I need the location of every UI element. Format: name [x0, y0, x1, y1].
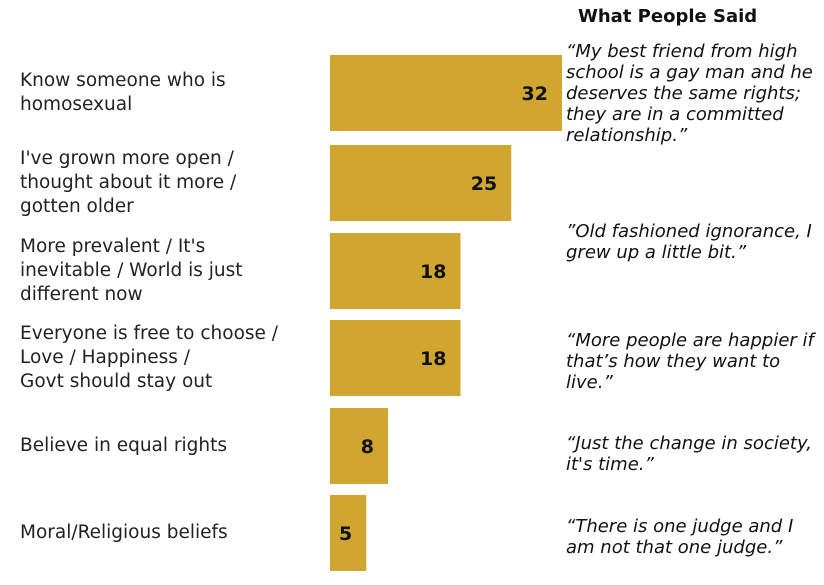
bar-value-label-4: 18	[420, 348, 446, 370]
category-label-line: Know someone who is	[20, 70, 226, 91]
category-label-line: homosexual	[20, 94, 133, 115]
bar-2	[330, 145, 512, 221]
category-label-line: Believe in equal rights	[20, 435, 228, 456]
bar-value-label-6: 5	[339, 523, 352, 545]
bar-value-label-1: 32	[522, 83, 548, 105]
category-label-line: I've grown more open /	[20, 148, 234, 169]
quote-1: “My best friend from high school is a ga…	[566, 41, 813, 146]
category-label-2: I've grown more open / thought about it m…	[20, 147, 330, 219]
category-label-4: Everyone is free to choose / Love / Happi…	[20, 322, 330, 394]
category-label-3: More prevalent / It's inevitable / World …	[20, 235, 330, 307]
quote-3: “More people are happier if that’s how t…	[566, 330, 814, 393]
bar-3	[330, 233, 461, 309]
category-label-line: different now	[20, 284, 143, 305]
category-label-line: More prevalent / It's	[20, 236, 206, 257]
category-label-5: Believe in equal rights	[20, 434, 330, 458]
category-label-line: inevitable / World is just	[20, 260, 243, 281]
bar-value-label-2: 25	[471, 173, 497, 195]
bar-4	[330, 320, 461, 396]
category-label-6: Moral/Religious beliefs	[20, 521, 330, 545]
quote-2: ”Old fashioned ignorance, I grew up a li…	[566, 221, 812, 263]
category-label-line: Govt should stay out	[20, 371, 213, 392]
quotes-title: What People Said	[578, 6, 758, 27]
category-label-line: Love / Happiness /	[20, 347, 190, 368]
bar-6	[330, 495, 367, 571]
bar-1	[330, 55, 562, 131]
bar-value-label-3: 18	[420, 261, 446, 283]
quote-4: “Just the change in society, it's time.”	[566, 433, 812, 475]
bar-value-label-5: 8	[361, 436, 374, 458]
category-label-line: gotten older	[20, 196, 134, 217]
bar-5	[330, 408, 388, 484]
category-label-1: Know someone who is homosexual	[20, 69, 330, 117]
category-label-line: Everyone is free to choose /	[20, 323, 279, 344]
category-label-line: Moral/Religious beliefs	[20, 522, 228, 543]
category-label-line: thought about it more /	[20, 172, 237, 193]
quote-5: “There is one judge and I am not that on…	[566, 516, 794, 558]
